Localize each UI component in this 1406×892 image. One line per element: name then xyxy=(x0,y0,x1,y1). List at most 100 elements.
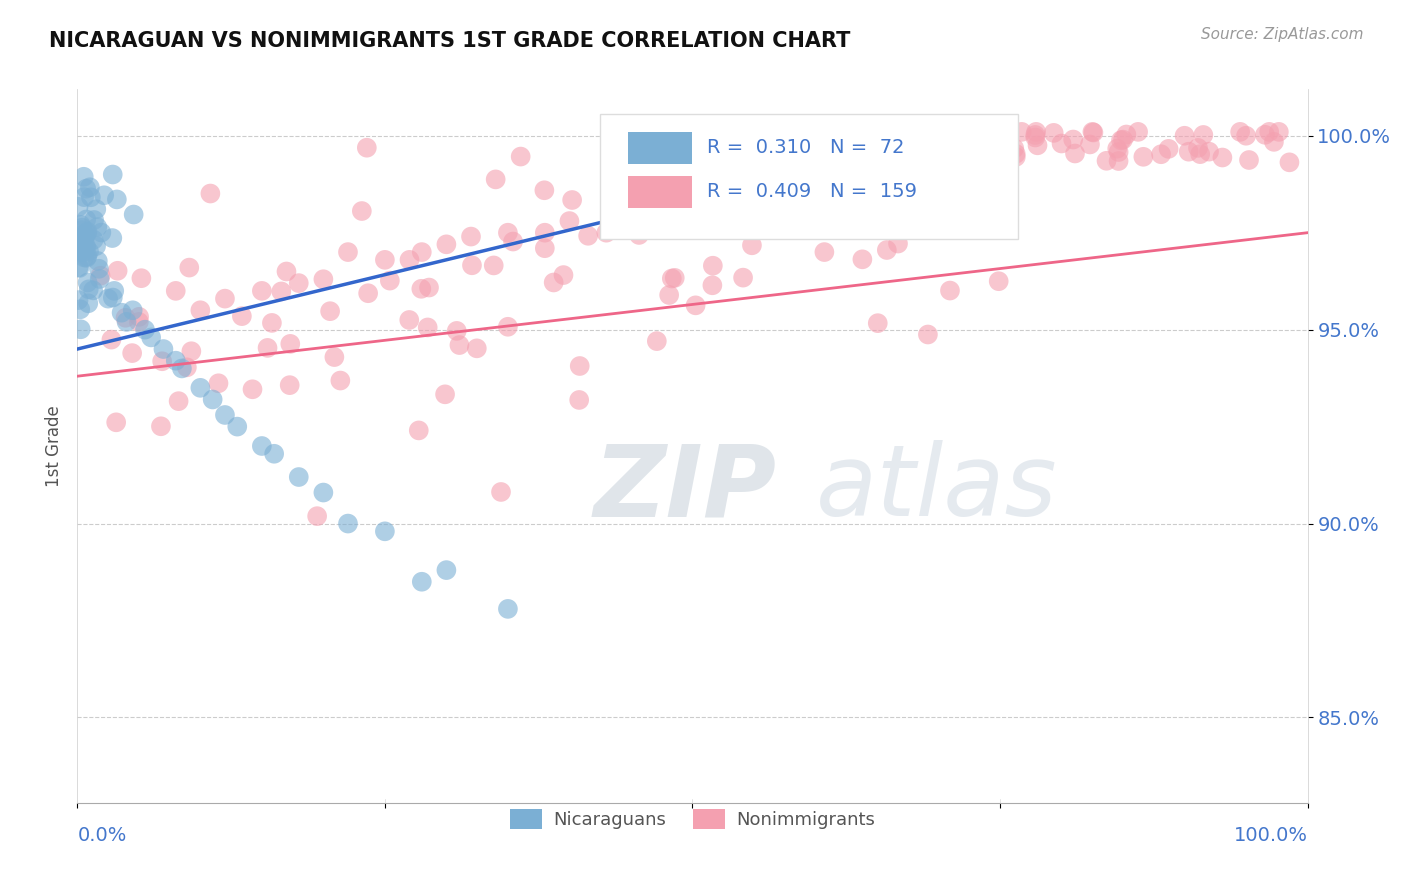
Point xyxy=(929,129,952,144)
Point xyxy=(1189,147,1212,161)
Point xyxy=(988,140,1011,154)
Point xyxy=(278,337,301,351)
Point xyxy=(1211,151,1233,165)
Point xyxy=(75,182,97,196)
Point xyxy=(928,148,950,162)
Point xyxy=(1095,153,1118,168)
Point xyxy=(1126,125,1149,139)
Point xyxy=(1011,125,1033,139)
Point xyxy=(914,209,936,223)
Point xyxy=(84,202,107,217)
Point xyxy=(80,190,103,204)
Point xyxy=(1237,153,1260,167)
Point xyxy=(1025,125,1047,139)
Point xyxy=(77,282,100,296)
Point xyxy=(914,145,936,160)
Point xyxy=(702,278,724,293)
Point xyxy=(188,303,212,318)
Point xyxy=(980,153,1002,168)
Point xyxy=(1278,155,1301,169)
Point xyxy=(1078,137,1101,152)
Point xyxy=(69,322,91,336)
Point xyxy=(804,168,827,182)
Point xyxy=(276,264,298,278)
Point xyxy=(256,341,278,355)
Text: NICARAGUAN VS NONIMMIGRANTS 1ST GRADE CORRELATION CHART: NICARAGUAN VS NONIMMIGRANTS 1ST GRADE CO… xyxy=(49,31,851,51)
Point xyxy=(780,125,803,139)
Point xyxy=(73,227,96,241)
Point xyxy=(201,392,224,407)
Point xyxy=(75,229,97,244)
Point xyxy=(1268,125,1291,139)
Point xyxy=(87,261,110,276)
Point xyxy=(553,268,575,282)
Point xyxy=(76,227,98,241)
Point xyxy=(150,354,173,368)
Point xyxy=(288,470,311,484)
Point xyxy=(337,245,360,260)
Point xyxy=(288,276,311,290)
Point xyxy=(1004,150,1026,164)
Point xyxy=(661,271,683,285)
Point xyxy=(165,284,187,298)
Point xyxy=(645,334,668,348)
Point xyxy=(741,238,763,252)
Point xyxy=(69,260,91,275)
Point xyxy=(657,214,679,228)
Point xyxy=(307,509,329,524)
Point xyxy=(67,260,90,275)
Point xyxy=(165,353,187,368)
Point xyxy=(461,258,484,272)
Point xyxy=(73,169,96,184)
Point xyxy=(780,175,803,189)
Point xyxy=(70,223,93,237)
Point xyxy=(97,292,120,306)
Point xyxy=(73,230,96,244)
Text: 100.0%: 100.0% xyxy=(1233,826,1308,845)
Point xyxy=(1258,125,1281,139)
Point xyxy=(76,276,98,290)
Point xyxy=(350,204,373,219)
Point xyxy=(534,226,557,240)
Point xyxy=(260,316,283,330)
Point xyxy=(86,220,108,235)
Point xyxy=(179,260,201,275)
FancyBboxPatch shape xyxy=(600,114,1018,239)
Point xyxy=(657,198,679,212)
Point xyxy=(1083,126,1105,140)
Point xyxy=(828,188,851,202)
Point xyxy=(214,408,236,422)
Point xyxy=(76,249,98,263)
Point xyxy=(128,310,150,324)
Point xyxy=(558,214,581,228)
Point xyxy=(83,213,105,227)
Point xyxy=(733,270,755,285)
Point xyxy=(1042,126,1064,140)
Point xyxy=(312,272,335,286)
Point xyxy=(543,276,565,290)
Text: 0.0%: 0.0% xyxy=(77,826,127,845)
Point xyxy=(533,183,555,197)
Point xyxy=(357,286,380,301)
Point xyxy=(180,344,202,359)
Point xyxy=(1229,125,1251,139)
Point xyxy=(446,324,468,338)
Point xyxy=(374,252,396,267)
Point xyxy=(489,485,512,500)
Point xyxy=(134,323,156,337)
Point xyxy=(416,320,439,334)
Point xyxy=(226,419,249,434)
Point xyxy=(176,360,198,375)
Point xyxy=(1062,132,1084,146)
Point xyxy=(568,392,591,407)
Point xyxy=(270,285,292,299)
Point xyxy=(658,288,681,302)
Point xyxy=(79,180,101,194)
Point xyxy=(73,251,96,265)
Point xyxy=(1026,138,1049,153)
Point xyxy=(101,168,124,182)
Point xyxy=(887,236,910,251)
Point xyxy=(1192,128,1215,142)
Point xyxy=(1108,154,1130,169)
Point xyxy=(1024,130,1046,145)
